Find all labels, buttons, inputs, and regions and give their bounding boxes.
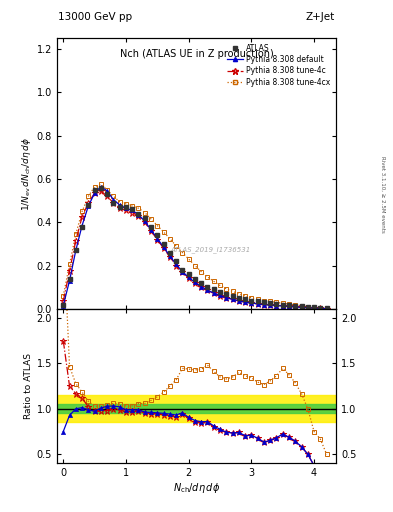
Text: Nch (ATLAS UE in Z production): Nch (ATLAS UE in Z production) xyxy=(119,49,274,59)
Text: Z+Jet: Z+Jet xyxy=(306,12,335,22)
Text: Rivet 3.1.10, ≥ 2.5M events: Rivet 3.1.10, ≥ 2.5M events xyxy=(381,156,386,233)
Text: ATLAS_2019_I1736531: ATLAS_2019_I1736531 xyxy=(170,246,251,253)
Text: 13000 GeV pp: 13000 GeV pp xyxy=(58,12,132,22)
Legend: ATLAS, Pythia 8.308 default, Pythia 8.308 tune-4c, Pythia 8.308 tune-4cx: ATLAS, Pythia 8.308 default, Pythia 8.30… xyxy=(225,42,332,88)
Y-axis label: Ratio to ATLAS: Ratio to ATLAS xyxy=(24,353,33,419)
Y-axis label: $1/N_{\rm ev}\,dN_{\rm ch}/d\eta\,d\phi$: $1/N_{\rm ev}\,dN_{\rm ch}/d\eta\,d\phi$ xyxy=(20,137,33,211)
X-axis label: $N_{\rm ch}/d\eta\,d\phi$: $N_{\rm ch}/d\eta\,d\phi$ xyxy=(173,481,220,495)
